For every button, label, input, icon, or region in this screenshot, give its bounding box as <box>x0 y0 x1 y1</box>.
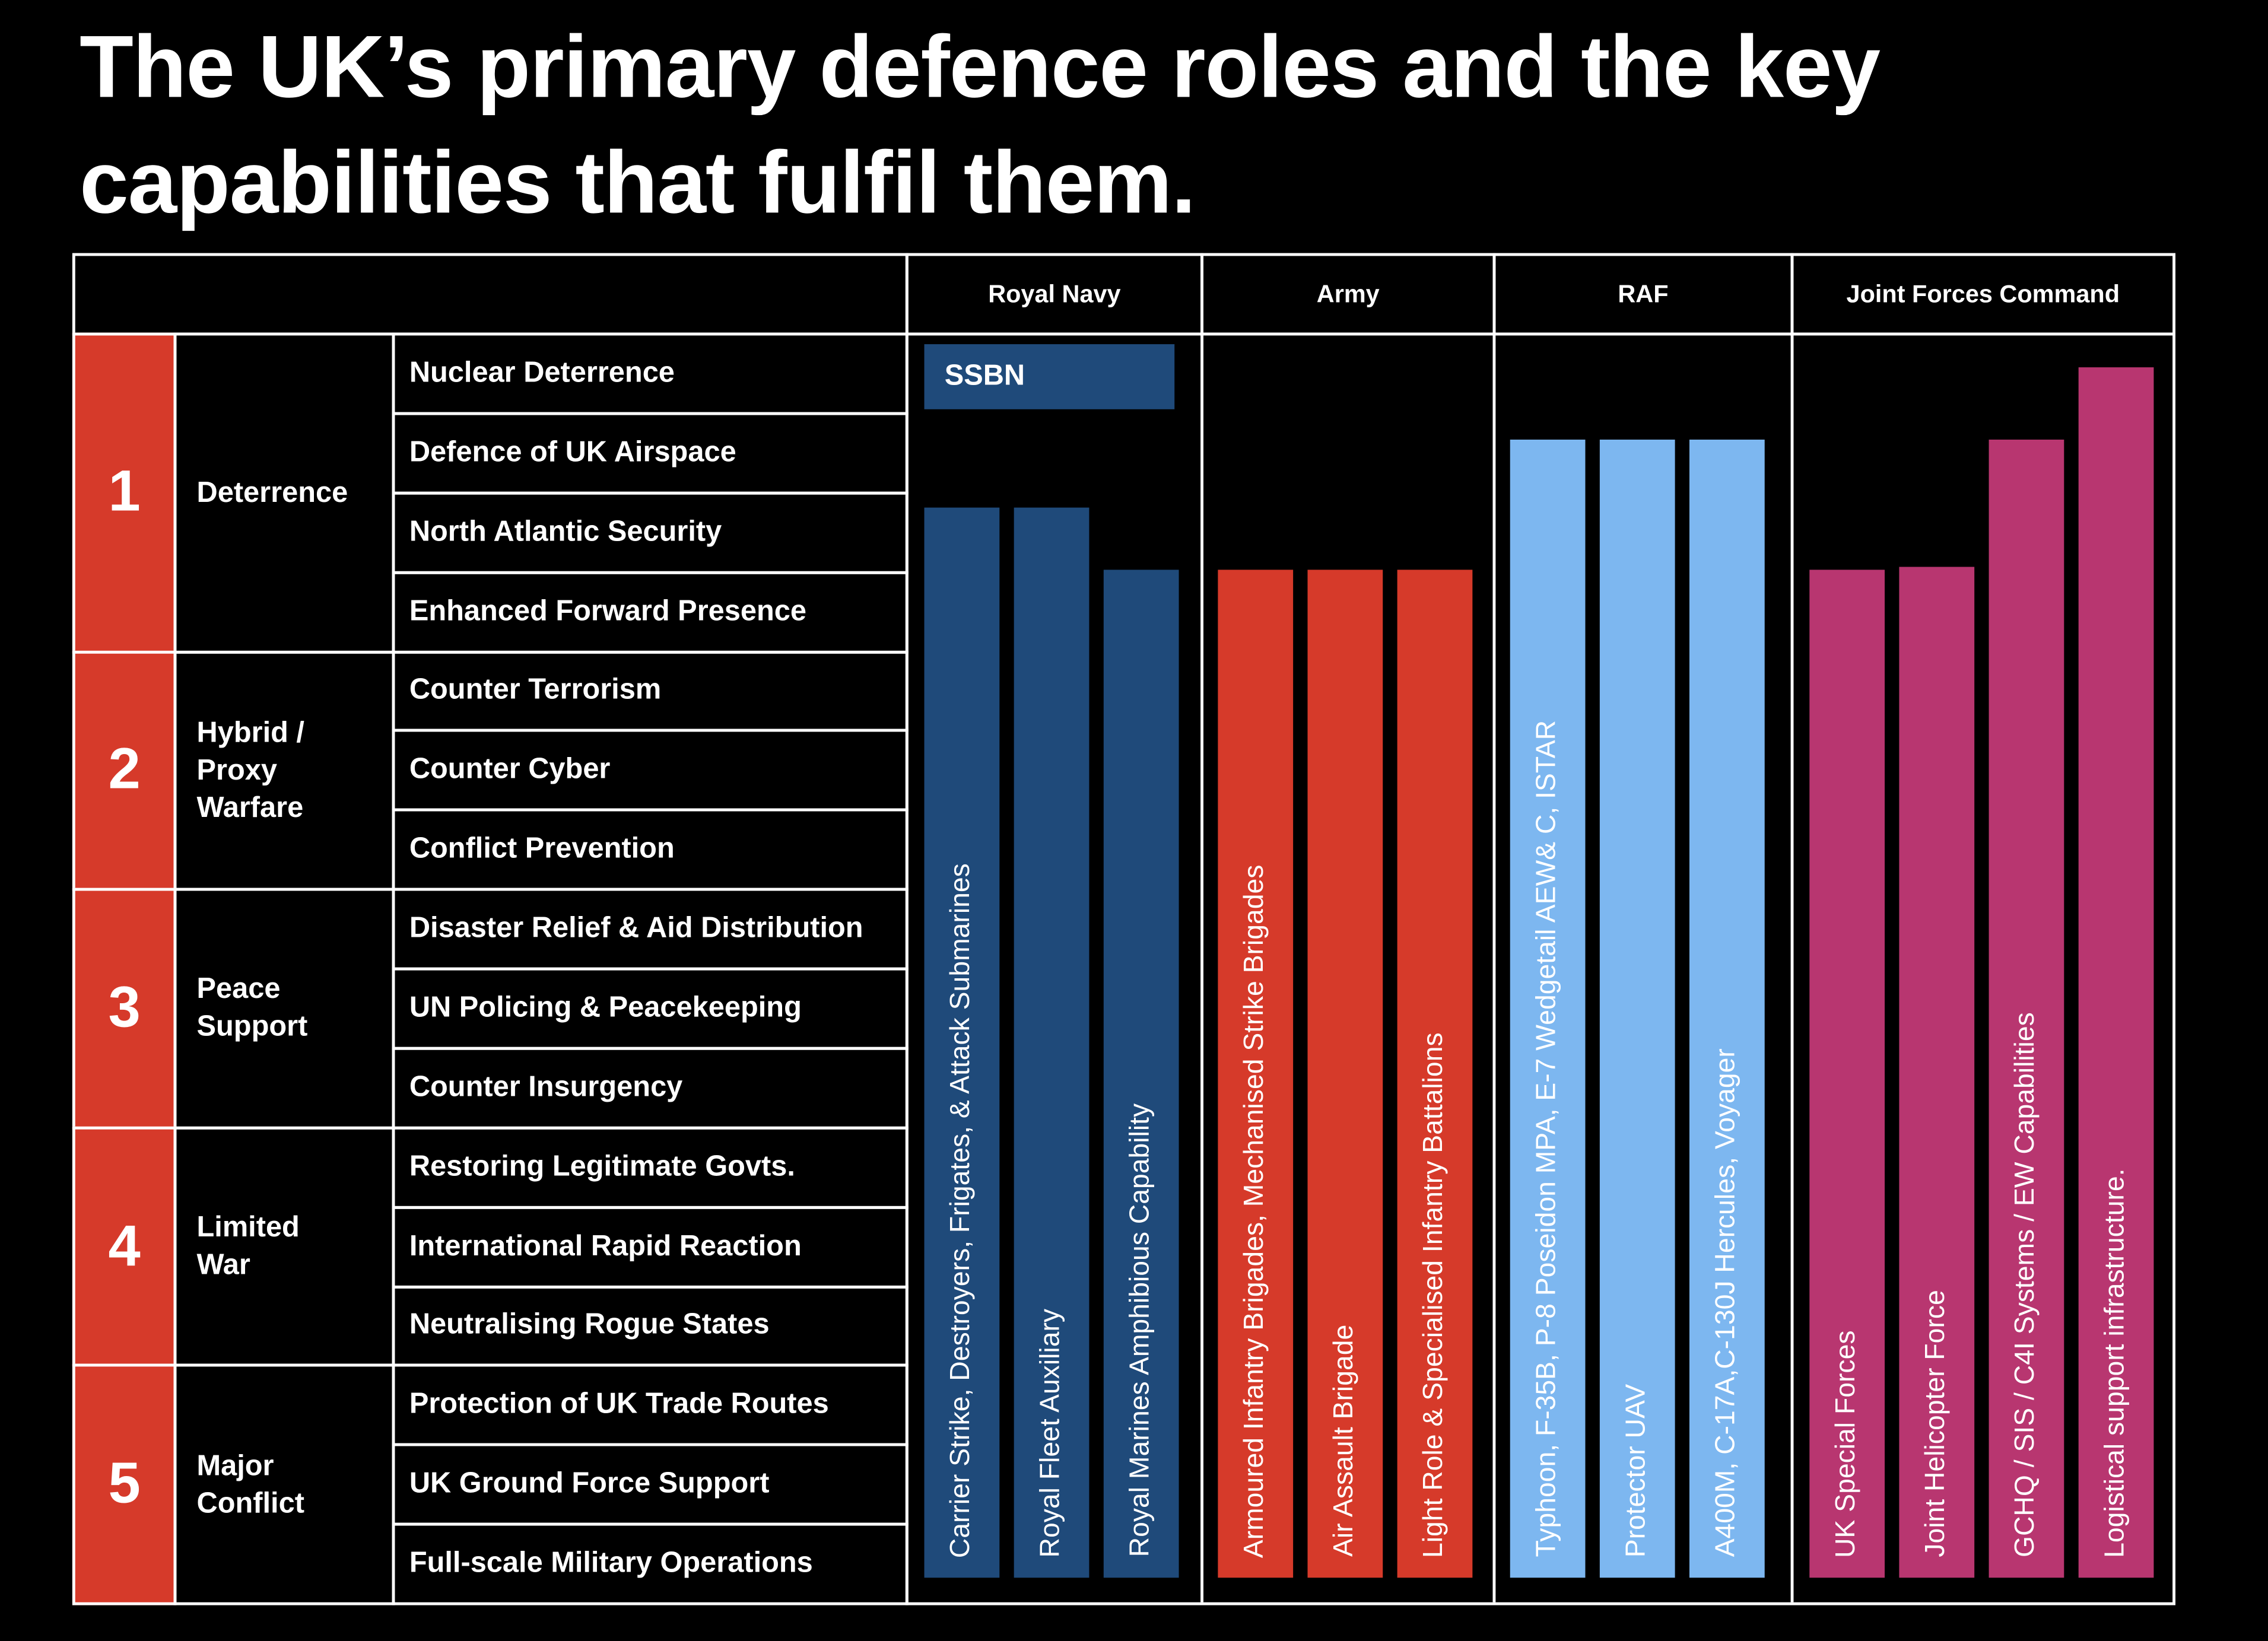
task: Defence of UK Airspace <box>392 412 909 495</box>
role-name: Peace Support <box>173 888 395 1130</box>
capability-bar: Royal Marines Amphibious Capability <box>1103 570 1179 1578</box>
service-header: Joint Forces Command <box>1790 253 2175 336</box>
capability-label: Joint Helicopter Force <box>1921 1290 1952 1558</box>
role-number: 5 <box>72 1364 177 1605</box>
role-label: Deterrence <box>196 476 348 509</box>
capability-bar: Air Assault Brigade <box>1307 570 1383 1578</box>
role-label: Major Conflict <box>196 1450 304 1520</box>
role-label: Peace Support <box>196 974 308 1044</box>
task: Protection of UK Trade Routes <box>392 1364 909 1447</box>
capability-bar: UK Special Forces <box>1809 570 1885 1578</box>
column-divider <box>1790 332 1794 1602</box>
task: North Atlantic Security <box>392 491 909 574</box>
capability-bar: Logistical support infrastructure. <box>2078 367 2154 1578</box>
role-name: Deterrence <box>173 332 395 653</box>
capability-label: Air Assault Brigade <box>1329 1325 1360 1558</box>
role-number: 4 <box>72 1126 177 1368</box>
role-name: Limited War <box>173 1126 395 1368</box>
task: Counter Terrorism <box>392 650 909 733</box>
task: Conflict Prevention <box>392 809 909 891</box>
service-header: RAF <box>1492 253 1794 336</box>
capability-label: Logistical support infrastructure. <box>2100 1168 2131 1558</box>
capability-label: UK Special Forces <box>1831 1330 1862 1558</box>
role-name: Hybrid / Proxy Warfare <box>173 650 395 891</box>
capability-label: GCHQ / SIS / C4I Systems / EW Capabiliti… <box>2010 1012 2041 1558</box>
capability-label: Typhoon, F-35B, P-8 Poseidon MPA, E-7 We… <box>1532 720 1562 1558</box>
capability-label: Armoured Infantry Brigades, Mechanised S… <box>1239 864 1270 1558</box>
role-number: 3 <box>72 888 177 1130</box>
capability-bar: A400M, C-17A,C-130J Hercules, Voyager <box>1689 440 1765 1578</box>
title: The UK’s primary defence roles and the k… <box>80 17 1881 231</box>
capability-label: Royal Marines Amphibious Capability <box>1125 1103 1156 1558</box>
task: Restoring Legitimate Govts. <box>392 1126 909 1209</box>
role-label: Hybrid / Proxy Warfare <box>196 717 304 824</box>
column-divider <box>1492 332 1496 1602</box>
task: UN Policing & Peacekeeping <box>392 967 909 1050</box>
capability-label: Carrier Strike, Destroyers, Frigates, & … <box>946 863 977 1558</box>
column-divider <box>1200 332 1203 1602</box>
capability-bar: GCHQ / SIS / C4I Systems / EW Capabiliti… <box>1989 440 2064 1578</box>
capability-label: A400M, C-17A,C-130J Hercules, Voyager <box>1711 1048 1742 1558</box>
role-name: Major Conflict <box>173 1364 395 1605</box>
task: International Rapid Reaction <box>392 1205 909 1288</box>
task: Enhanced Forward Presence <box>392 570 909 653</box>
capability-bar: Royal Fleet Auxiliary <box>1014 507 1089 1578</box>
task: Counter Cyber <box>392 729 909 812</box>
header-cell <box>72 253 909 336</box>
task: Nuclear Deterrence <box>392 332 909 415</box>
capability-bar: Protector UAV <box>1599 440 1675 1578</box>
role-number: 2 <box>72 650 177 891</box>
capability-bar: Light Role & Specialised Infantry Battal… <box>1397 570 1473 1578</box>
task: Counter Insurgency <box>392 1047 909 1130</box>
capability-label: Protector UAV <box>1621 1384 1652 1558</box>
role-label: Limited War <box>196 1211 300 1281</box>
task: Neutralising Rogue States <box>392 1284 909 1368</box>
task: Disaster Relief & Aid Distribution <box>392 888 909 971</box>
capability-bar: SSBN <box>924 344 1175 409</box>
service-header: Army <box>1200 253 1496 336</box>
role-number: 1 <box>72 332 177 653</box>
capability-bar: Carrier Strike, Destroyers, Frigates, & … <box>924 507 1000 1578</box>
task: UK Ground Force Support <box>392 1443 909 1526</box>
capability-label: Light Role & Specialised Infantry Battal… <box>1419 1032 1450 1558</box>
capability-bar: Armoured Infantry Brigades, Mechanised S… <box>1218 570 1294 1578</box>
capability-label: Royal Fleet Auxiliary <box>1035 1308 1066 1558</box>
service-header: Royal Navy <box>905 253 1203 336</box>
task: Full-scale Military Operations <box>392 1522 909 1605</box>
capability-bar: Joint Helicopter Force <box>1899 567 1975 1578</box>
capability-bar: Typhoon, F-35B, P-8 Poseidon MPA, E-7 We… <box>1510 440 1586 1578</box>
